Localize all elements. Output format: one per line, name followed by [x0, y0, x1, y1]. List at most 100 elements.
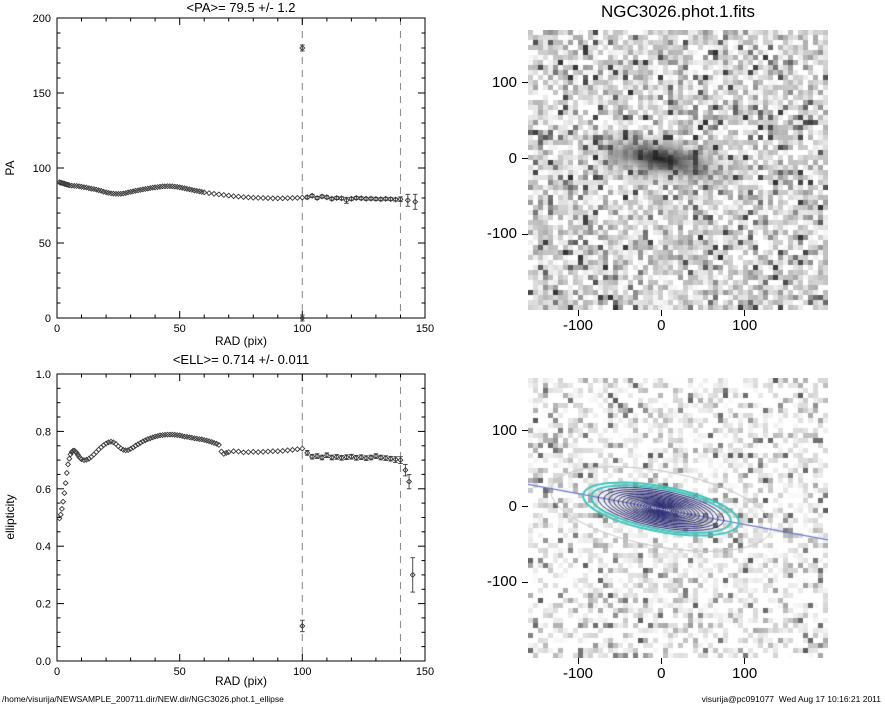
data-point-marker [71, 182, 78, 189]
data-point-marker [115, 190, 122, 197]
x-tick-label: 150 [416, 323, 434, 335]
data-point-marker [289, 194, 296, 202]
data-point-marker [166, 183, 173, 190]
image-x-tick [660, 658, 662, 664]
x-tick-label: 100 [293, 323, 311, 335]
data-point-marker [372, 453, 379, 460]
fits-image-title: NGC3026.phot.1.fits [600, 2, 756, 21]
data-point-marker [139, 438, 146, 445]
image-x-tick-label: 100 [732, 665, 758, 682]
data-point-marker [309, 453, 316, 460]
data-point-marker [225, 192, 232, 199]
data-point-marker [149, 434, 156, 441]
data-point-marker [358, 454, 365, 461]
image-y-tick [522, 581, 528, 583]
data-point-marker [338, 454, 345, 461]
data-point-marker [132, 187, 139, 194]
data-point-marker [333, 194, 340, 202]
plot-frame [56, 17, 426, 319]
image-y-tick [522, 158, 528, 160]
data-point-marker [137, 439, 144, 446]
data-point-marker [112, 190, 119, 197]
data-point-marker [318, 454, 326, 461]
data-point-marker [348, 195, 355, 202]
data-point-marker [299, 194, 306, 201]
data-point-marker [57, 511, 64, 518]
plot-frame [56, 373, 426, 662]
data-point-marker [299, 622, 306, 630]
data-point-marker [343, 197, 350, 204]
data-point-marker [279, 447, 286, 454]
image-x-tick [577, 310, 579, 316]
data-point-marker [328, 454, 335, 461]
data-point-marker [323, 452, 330, 459]
data-point-marker [240, 449, 247, 456]
data-point-marker [343, 454, 350, 461]
image-x-tick [744, 658, 746, 664]
data-point-marker [161, 431, 168, 438]
data-point-marker [220, 191, 227, 199]
data-point-marker [284, 447, 291, 454]
y-tick-label: 100 [33, 163, 51, 175]
image-x-tick [577, 658, 579, 664]
y-tick-label: 200 [33, 13, 51, 25]
data-point-marker [328, 195, 335, 202]
data-point-marker [161, 183, 168, 190]
data-point-marker [66, 455, 73, 462]
data-point-marker [274, 448, 281, 455]
data-point-marker [309, 192, 316, 199]
galaxy-image [528, 30, 828, 310]
data-point-marker [358, 195, 365, 202]
data-point-marker [122, 447, 129, 454]
data-point-marker [105, 439, 112, 446]
image-y-tick [522, 430, 528, 432]
data-point-marker [134, 187, 142, 194]
data-point-marker [333, 453, 340, 460]
data-point-marker [387, 196, 394, 203]
data-point-marker [63, 469, 70, 477]
y-tick-label: 1.0 [36, 369, 51, 381]
data-point-marker [210, 439, 218, 446]
data-point-marker [142, 185, 149, 193]
data-point-marker [90, 451, 97, 458]
data-point-marker [147, 185, 154, 192]
data-point-marker [152, 184, 159, 191]
data-point-marker [377, 196, 384, 203]
data-point-marker [201, 189, 208, 196]
data-point-marker [156, 183, 164, 190]
data-point-marker [363, 455, 370, 462]
data-point-marker [137, 186, 144, 193]
y-tick-label: 0.0 [36, 656, 51, 668]
data-point-marker [269, 195, 276, 202]
y-tick-label: 0.4 [36, 541, 51, 553]
data-point-marker [260, 448, 267, 455]
pa-plot-ylabel: PA [3, 160, 17, 175]
data-point-marker [83, 456, 90, 463]
image-y-tick [522, 82, 528, 84]
data-point-marker [58, 505, 65, 512]
data-point-marker [372, 195, 379, 202]
data-point-marker [103, 440, 110, 447]
data-point-marker [127, 188, 134, 195]
data-point-marker [154, 432, 161, 440]
data-point-marker [392, 456, 399, 463]
data-point-marker [299, 314, 306, 322]
data-point-marker [377, 454, 384, 461]
data-point-marker [397, 196, 404, 203]
user-timestamp-footer: visurija@pc091077 Wed Aug 17 10:16:21 20… [701, 694, 881, 704]
data-point-marker [255, 194, 262, 201]
data-point-marker [208, 438, 215, 446]
data-point-marker [264, 448, 272, 455]
data-point-marker [363, 195, 370, 202]
data-point-marker [392, 196, 399, 203]
ell-plot-ylabel: ellipticity [3, 494, 17, 539]
image-y-tick [522, 233, 528, 235]
data-point-marker [348, 453, 355, 460]
data-point-marker [264, 195, 272, 202]
data-point-marker [206, 190, 213, 197]
pa-plot-xlabel: RAD (pix) [215, 334, 267, 348]
image-x-tick-label: -100 [562, 665, 594, 682]
ell-plot-xlabel: RAD (pix) [215, 674, 267, 688]
pa-plot-title: <PA>= 79.5 +/- 1.2 [187, 0, 296, 15]
data-point-marker [152, 433, 159, 440]
